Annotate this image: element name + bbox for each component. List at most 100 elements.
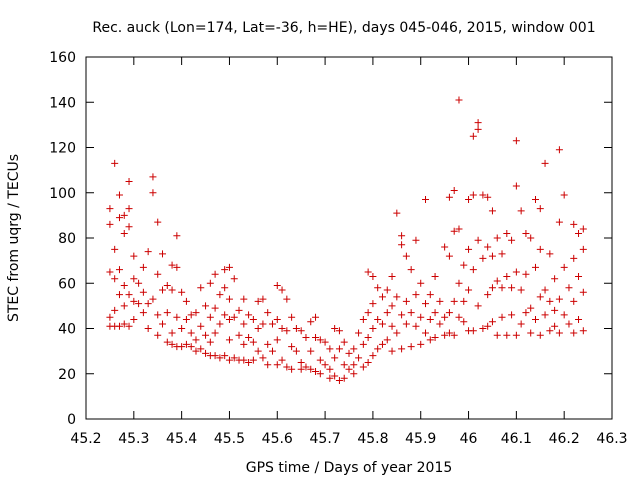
data-point [355,354,363,362]
data-point [278,286,286,294]
y-tick-label: 140 [49,95,76,111]
data-point [211,329,219,337]
data-point [460,261,468,269]
data-point [560,191,568,199]
data-point [445,193,453,201]
data-point [469,266,477,274]
data-point [417,313,425,321]
data-point [221,284,229,292]
data-point [106,220,114,228]
data-point [206,338,214,346]
data-point [288,365,296,373]
data-point [115,214,123,222]
data-point [297,358,305,366]
data-point [326,365,334,373]
data-point [508,311,516,319]
data-point [235,331,243,339]
data-point [465,196,473,204]
data-point [460,318,468,326]
data-point [264,361,272,369]
data-point [335,377,343,385]
data-point [278,325,286,332]
x-tick-label: 45.5 [214,431,245,447]
chart-title: Rec. auck (Lon=174, Lat=-36, h=HE), days… [92,20,595,36]
data-point [426,291,434,299]
y-tick-label: 80 [58,231,76,247]
data-point [106,313,114,321]
y-tick-label: 0 [67,412,76,428]
data-point [412,236,420,244]
y-tick-label: 100 [49,186,76,202]
data-point [503,331,511,339]
data-point [555,218,563,226]
data-point [130,275,138,283]
data-point [560,263,568,271]
data-point [579,288,587,296]
data-point [168,286,176,294]
data-point [202,302,210,310]
data-point [441,313,449,321]
data-point [307,347,315,355]
data-point [536,293,544,301]
data-point [546,297,554,305]
data-point [570,220,578,228]
data-point [460,297,468,305]
data-point [422,196,430,204]
data-point [402,297,410,305]
data-point [512,182,520,190]
x-tick-label: 45.2 [70,431,101,447]
data-point [393,209,401,217]
data-point [579,327,587,335]
data-point [531,315,539,323]
data-point [455,96,463,104]
data-point [254,347,262,355]
data-point [541,311,549,319]
data-point [278,356,286,364]
data-point [149,295,157,303]
data-point [202,349,210,357]
data-point [340,374,348,382]
data-point [417,340,425,348]
data-point [130,297,138,305]
data-point [125,177,133,185]
data-point [125,205,133,213]
data-point [240,320,248,328]
data-point [211,304,219,312]
data-point [364,268,372,276]
data-point [359,315,367,323]
data-point [259,295,267,303]
data-point [312,334,320,342]
data-point [312,313,320,321]
data-point [182,315,190,323]
data-point [216,354,224,362]
data-point [398,345,406,353]
data-point [273,361,281,369]
data-point [154,311,162,319]
data-point [335,345,343,353]
data-point [522,309,530,317]
data-point [273,282,281,290]
data-point [240,295,248,303]
data-point [331,325,339,332]
data-point [503,272,511,280]
data-point [216,291,224,299]
data-point [527,234,535,242]
data-point [187,311,195,319]
data-point [493,277,501,285]
data-point [211,270,219,278]
data-point [268,320,276,328]
data-point [259,320,267,328]
data-point [331,354,339,362]
data-point [245,311,253,319]
data-point [273,336,281,344]
data-point [264,309,272,317]
data-point [288,343,296,351]
data-point [292,347,300,355]
data-point [364,358,372,366]
data-point [445,329,453,337]
data-point [173,232,181,240]
data-point [187,343,195,351]
data-point [383,309,391,317]
data-point [575,272,583,280]
data-point [187,329,195,337]
